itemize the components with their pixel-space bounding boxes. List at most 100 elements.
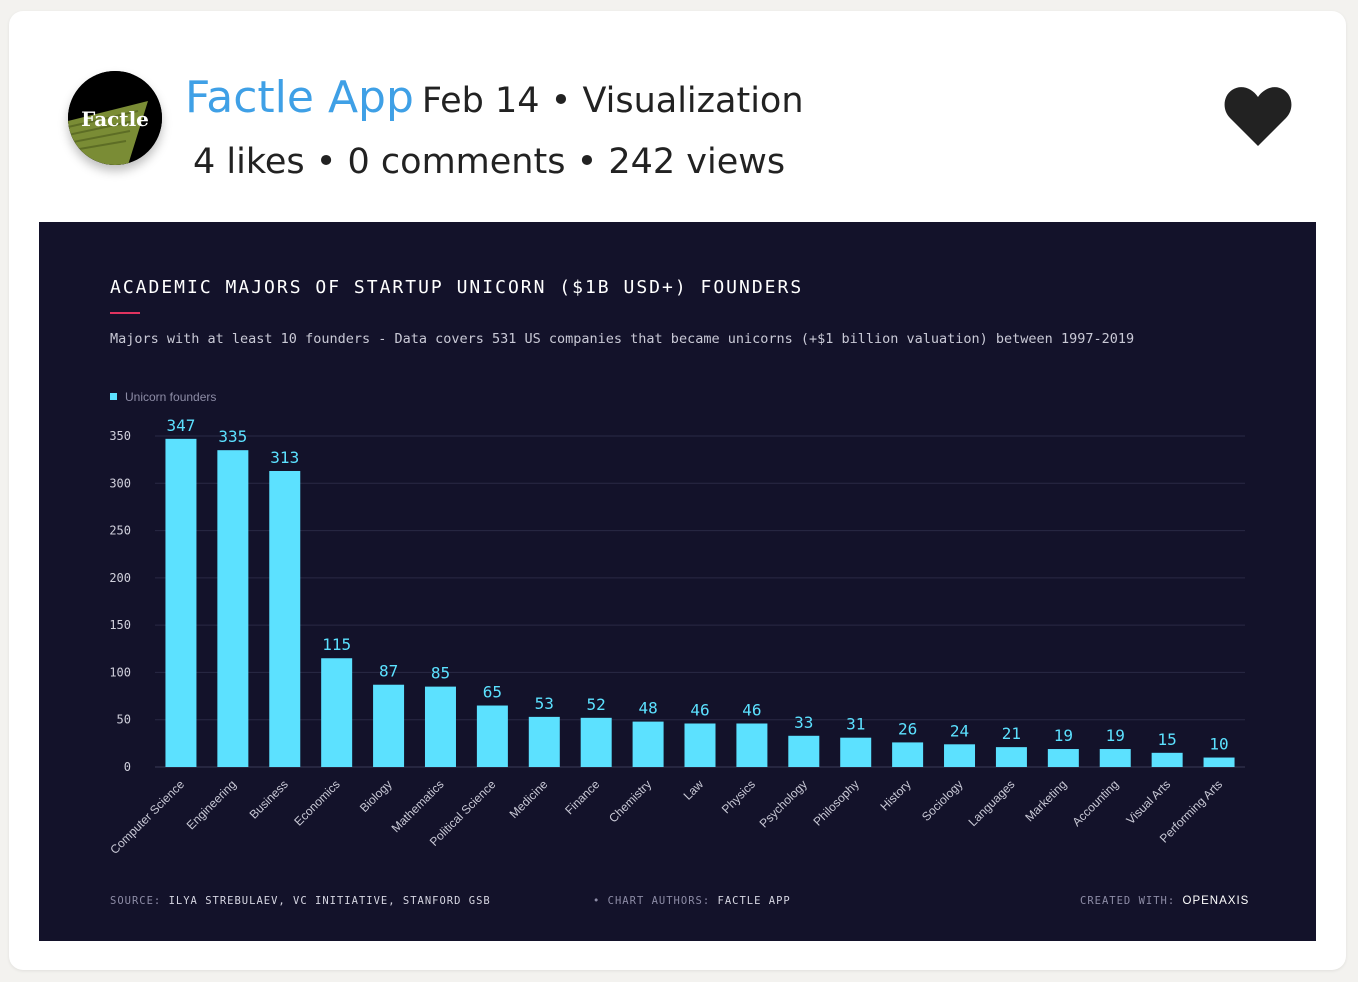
avatar[interactable]: Factle bbox=[68, 71, 162, 165]
chart-subtitle: Majors with at least 10 founders - Data … bbox=[110, 331, 1135, 347]
data-label: 347 bbox=[166, 416, 195, 435]
x-tick-label: Engineering bbox=[184, 777, 239, 832]
data-label: 52 bbox=[587, 695, 606, 714]
x-tick-label: Computer Science bbox=[107, 777, 187, 857]
data-label: 31 bbox=[846, 715, 865, 734]
x-tick-label: Physics bbox=[719, 777, 758, 816]
source-note: SOURCE: ILYA STREBULAEV, VC INITIATIVE, … bbox=[110, 895, 491, 907]
x-tick-label: History bbox=[877, 777, 913, 813]
bar bbox=[321, 658, 353, 767]
data-label: 53 bbox=[535, 694, 554, 713]
bar bbox=[736, 723, 768, 767]
avatar-text: Factle bbox=[81, 107, 149, 131]
authors-value: FACTLE APP bbox=[717, 895, 791, 907]
authors-bullet-icon: • bbox=[593, 895, 601, 907]
created-with-note: CREATED WITH: OPENAXIS bbox=[1080, 895, 1249, 907]
data-label: 48 bbox=[638, 699, 657, 718]
x-tick-label: Economics bbox=[291, 777, 342, 828]
post-header: Factle App Feb 14 • Visualization bbox=[185, 72, 804, 132]
x-tick-label: Medicine bbox=[507, 777, 551, 821]
bar bbox=[1099, 749, 1131, 767]
bar bbox=[632, 721, 664, 767]
y-tick-label: 50 bbox=[117, 713, 131, 727]
factle-logo: Factle bbox=[68, 71, 162, 165]
x-tick-label: Finance bbox=[562, 777, 602, 817]
bar bbox=[217, 450, 249, 767]
y-tick-label: 300 bbox=[109, 476, 131, 490]
x-tick-label: Psychology bbox=[757, 777, 810, 830]
post-date-category: Feb 14 • Visualization bbox=[421, 81, 804, 121]
data-label: 115 bbox=[322, 635, 351, 654]
bar bbox=[944, 744, 976, 767]
chart-panel: 0 50 100 150 200 250 300 350 347 335 313 115 87 85 65… bbox=[39, 222, 1316, 941]
bar bbox=[788, 735, 820, 767]
data-labels: 347 335 313 115 87 85 65 53 52 48 46 46 33 31 26 24 21 19… bbox=[166, 416, 1228, 754]
y-tick-label: 250 bbox=[109, 524, 131, 538]
y-axis-ticks: 0 50 100 150 200 250 300 350 bbox=[109, 429, 131, 774]
data-label: 15 bbox=[1158, 730, 1177, 749]
data-label: 26 bbox=[898, 719, 917, 738]
bars bbox=[165, 438, 1235, 767]
created-label: CREATED WITH: bbox=[1080, 895, 1176, 907]
x-tick-label: Law bbox=[681, 777, 707, 803]
bar bbox=[684, 723, 716, 767]
bar bbox=[1203, 757, 1235, 767]
bar-chart: 0 50 100 150 200 250 300 350 347 335 313 115 87 85 65… bbox=[107, 416, 1245, 857]
x-tick-label: Business bbox=[247, 777, 291, 821]
bar bbox=[373, 684, 405, 767]
openaxis-link[interactable]: OPENAXIS bbox=[1182, 895, 1250, 907]
x-tick-label: Chemistry bbox=[606, 777, 654, 825]
data-label: 65 bbox=[483, 683, 502, 702]
data-label: 24 bbox=[950, 721, 969, 740]
title-underline bbox=[110, 312, 140, 314]
bar bbox=[580, 717, 612, 767]
like-button[interactable] bbox=[1224, 86, 1292, 148]
data-label: 335 bbox=[218, 427, 247, 446]
source-value: ILYA STREBULAEV, VC INITIATIVE, STANFORD… bbox=[168, 895, 491, 907]
data-label: 46 bbox=[690, 700, 709, 719]
author-link[interactable]: Factle App bbox=[185, 72, 414, 123]
legend-swatch bbox=[110, 393, 117, 400]
data-label: 19 bbox=[1054, 726, 1073, 745]
authors-label: CHART AUTHORS: bbox=[607, 895, 711, 907]
y-tick-label: 0 bbox=[124, 760, 131, 774]
bar bbox=[1047, 749, 1079, 767]
bar bbox=[528, 716, 560, 767]
bar bbox=[995, 747, 1027, 767]
y-tick-label: 350 bbox=[109, 429, 131, 443]
chart-title: ACADEMIC MAJORS OF STARTUP UNICORN ($1B … bbox=[110, 277, 804, 298]
bar bbox=[424, 686, 456, 767]
bar bbox=[892, 742, 924, 767]
heart-icon bbox=[1224, 87, 1292, 146]
authors-note: • CHART AUTHORS: FACTLE APP bbox=[593, 895, 791, 907]
bar bbox=[476, 705, 508, 767]
y-tick-label: 200 bbox=[109, 571, 131, 585]
data-label: 85 bbox=[431, 664, 450, 683]
bar bbox=[269, 470, 301, 767]
post-stats: 4 likes • 0 comments • 242 views bbox=[193, 142, 786, 182]
data-label: 19 bbox=[1106, 726, 1125, 745]
x-tick-label: Marketing bbox=[1022, 777, 1069, 824]
bar bbox=[1151, 752, 1183, 767]
source-label: SOURCE: bbox=[110, 895, 162, 907]
y-tick-label: 150 bbox=[109, 618, 131, 632]
data-label: 313 bbox=[270, 448, 299, 467]
x-tick-label: Languages bbox=[966, 777, 1018, 829]
x-tick-label: Philosophy bbox=[810, 777, 861, 828]
x-tick-label: Accounting bbox=[1069, 777, 1121, 829]
x-tick-label: Visual Arts bbox=[1123, 777, 1173, 827]
bar bbox=[840, 737, 872, 767]
data-label: 87 bbox=[379, 662, 398, 681]
x-tick-label: Mathematics bbox=[389, 777, 447, 835]
legend-label: Unicorn founders bbox=[125, 390, 217, 404]
bar bbox=[165, 438, 197, 767]
data-label: 21 bbox=[1002, 724, 1021, 743]
x-tick-label: Sociology bbox=[919, 777, 966, 824]
data-label: 46 bbox=[742, 700, 761, 719]
data-label: 33 bbox=[794, 713, 813, 732]
legend: Unicorn founders bbox=[110, 390, 216, 404]
x-tick-label: Biology bbox=[357, 777, 395, 815]
y-tick-label: 100 bbox=[109, 665, 131, 679]
data-label: 10 bbox=[1209, 735, 1228, 754]
